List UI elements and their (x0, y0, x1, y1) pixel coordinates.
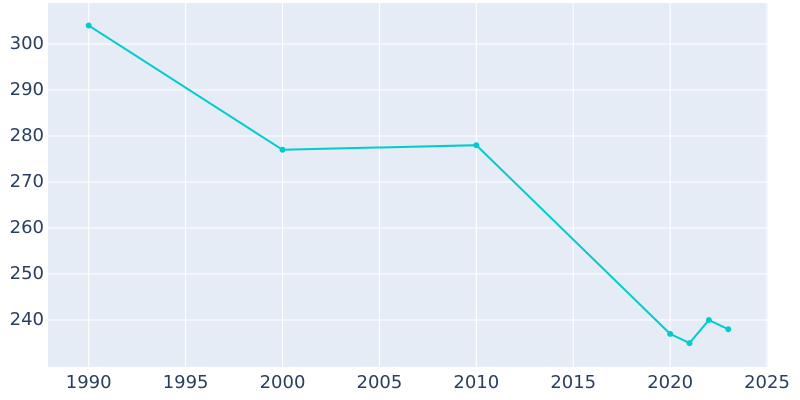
y-tick-label: 270 (10, 171, 44, 192)
x-tick-label: 2015 (550, 372, 596, 393)
x-tick-label: 2020 (647, 372, 693, 393)
point (279, 146, 286, 153)
point (686, 340, 693, 347)
x-tick-label: 2025 (744, 372, 790, 393)
y-tick-label: 260 (10, 217, 44, 238)
x-tick-label: 2010 (453, 372, 499, 393)
x-tick-label: 1995 (163, 372, 209, 393)
x-tick-label: 2000 (260, 372, 306, 393)
point (85, 22, 92, 29)
y-tick-label: 240 (10, 309, 44, 330)
y-tick-label: 280 (10, 125, 44, 146)
x-tick-label: 2005 (357, 372, 403, 393)
point (667, 330, 674, 337)
point (705, 317, 712, 324)
y-tick-label: 290 (10, 79, 44, 100)
y-tick-label: 250 (10, 263, 44, 284)
y-tick-label: 300 (10, 33, 44, 54)
point (725, 326, 732, 333)
plot-area (48, 3, 768, 367)
point (473, 142, 480, 149)
x-tick-label: 1990 (66, 372, 112, 393)
